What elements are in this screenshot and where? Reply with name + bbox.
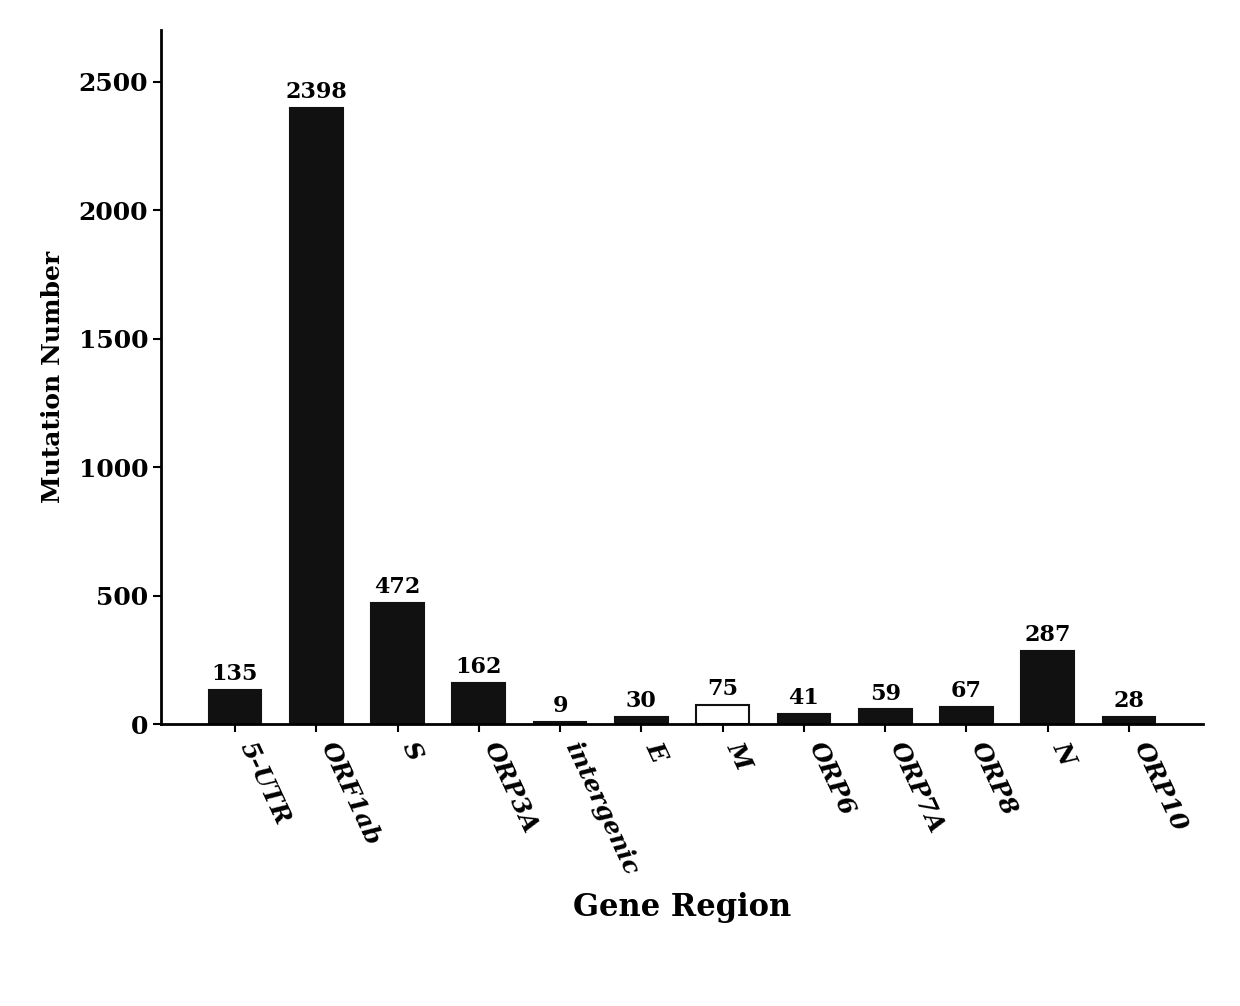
- Bar: [533, 722, 587, 724]
- Bar: [696, 705, 749, 724]
- Bar: [615, 716, 668, 724]
- Text: 9: 9: [552, 695, 568, 717]
- Text: 472: 472: [374, 576, 420, 599]
- Bar: [940, 707, 993, 724]
- Bar: [290, 108, 342, 724]
- Bar: [859, 709, 911, 724]
- Text: 41: 41: [789, 687, 820, 709]
- Text: 162: 162: [455, 656, 502, 678]
- Text: 30: 30: [626, 690, 657, 712]
- Text: 59: 59: [869, 682, 900, 704]
- Bar: [453, 683, 505, 724]
- Bar: [1102, 717, 1156, 724]
- X-axis label: Gene Region: Gene Region: [573, 892, 791, 924]
- Text: 287: 287: [1024, 624, 1071, 646]
- Bar: [371, 603, 424, 724]
- Text: 67: 67: [951, 680, 982, 702]
- Bar: [1022, 651, 1074, 724]
- Text: 75: 75: [707, 678, 738, 700]
- Text: 135: 135: [212, 663, 258, 685]
- Text: 28: 28: [1114, 690, 1145, 712]
- Y-axis label: Mutation Number: Mutation Number: [41, 252, 64, 503]
- Bar: [208, 690, 262, 724]
- Bar: [777, 714, 831, 724]
- Text: 2398: 2398: [285, 81, 347, 104]
